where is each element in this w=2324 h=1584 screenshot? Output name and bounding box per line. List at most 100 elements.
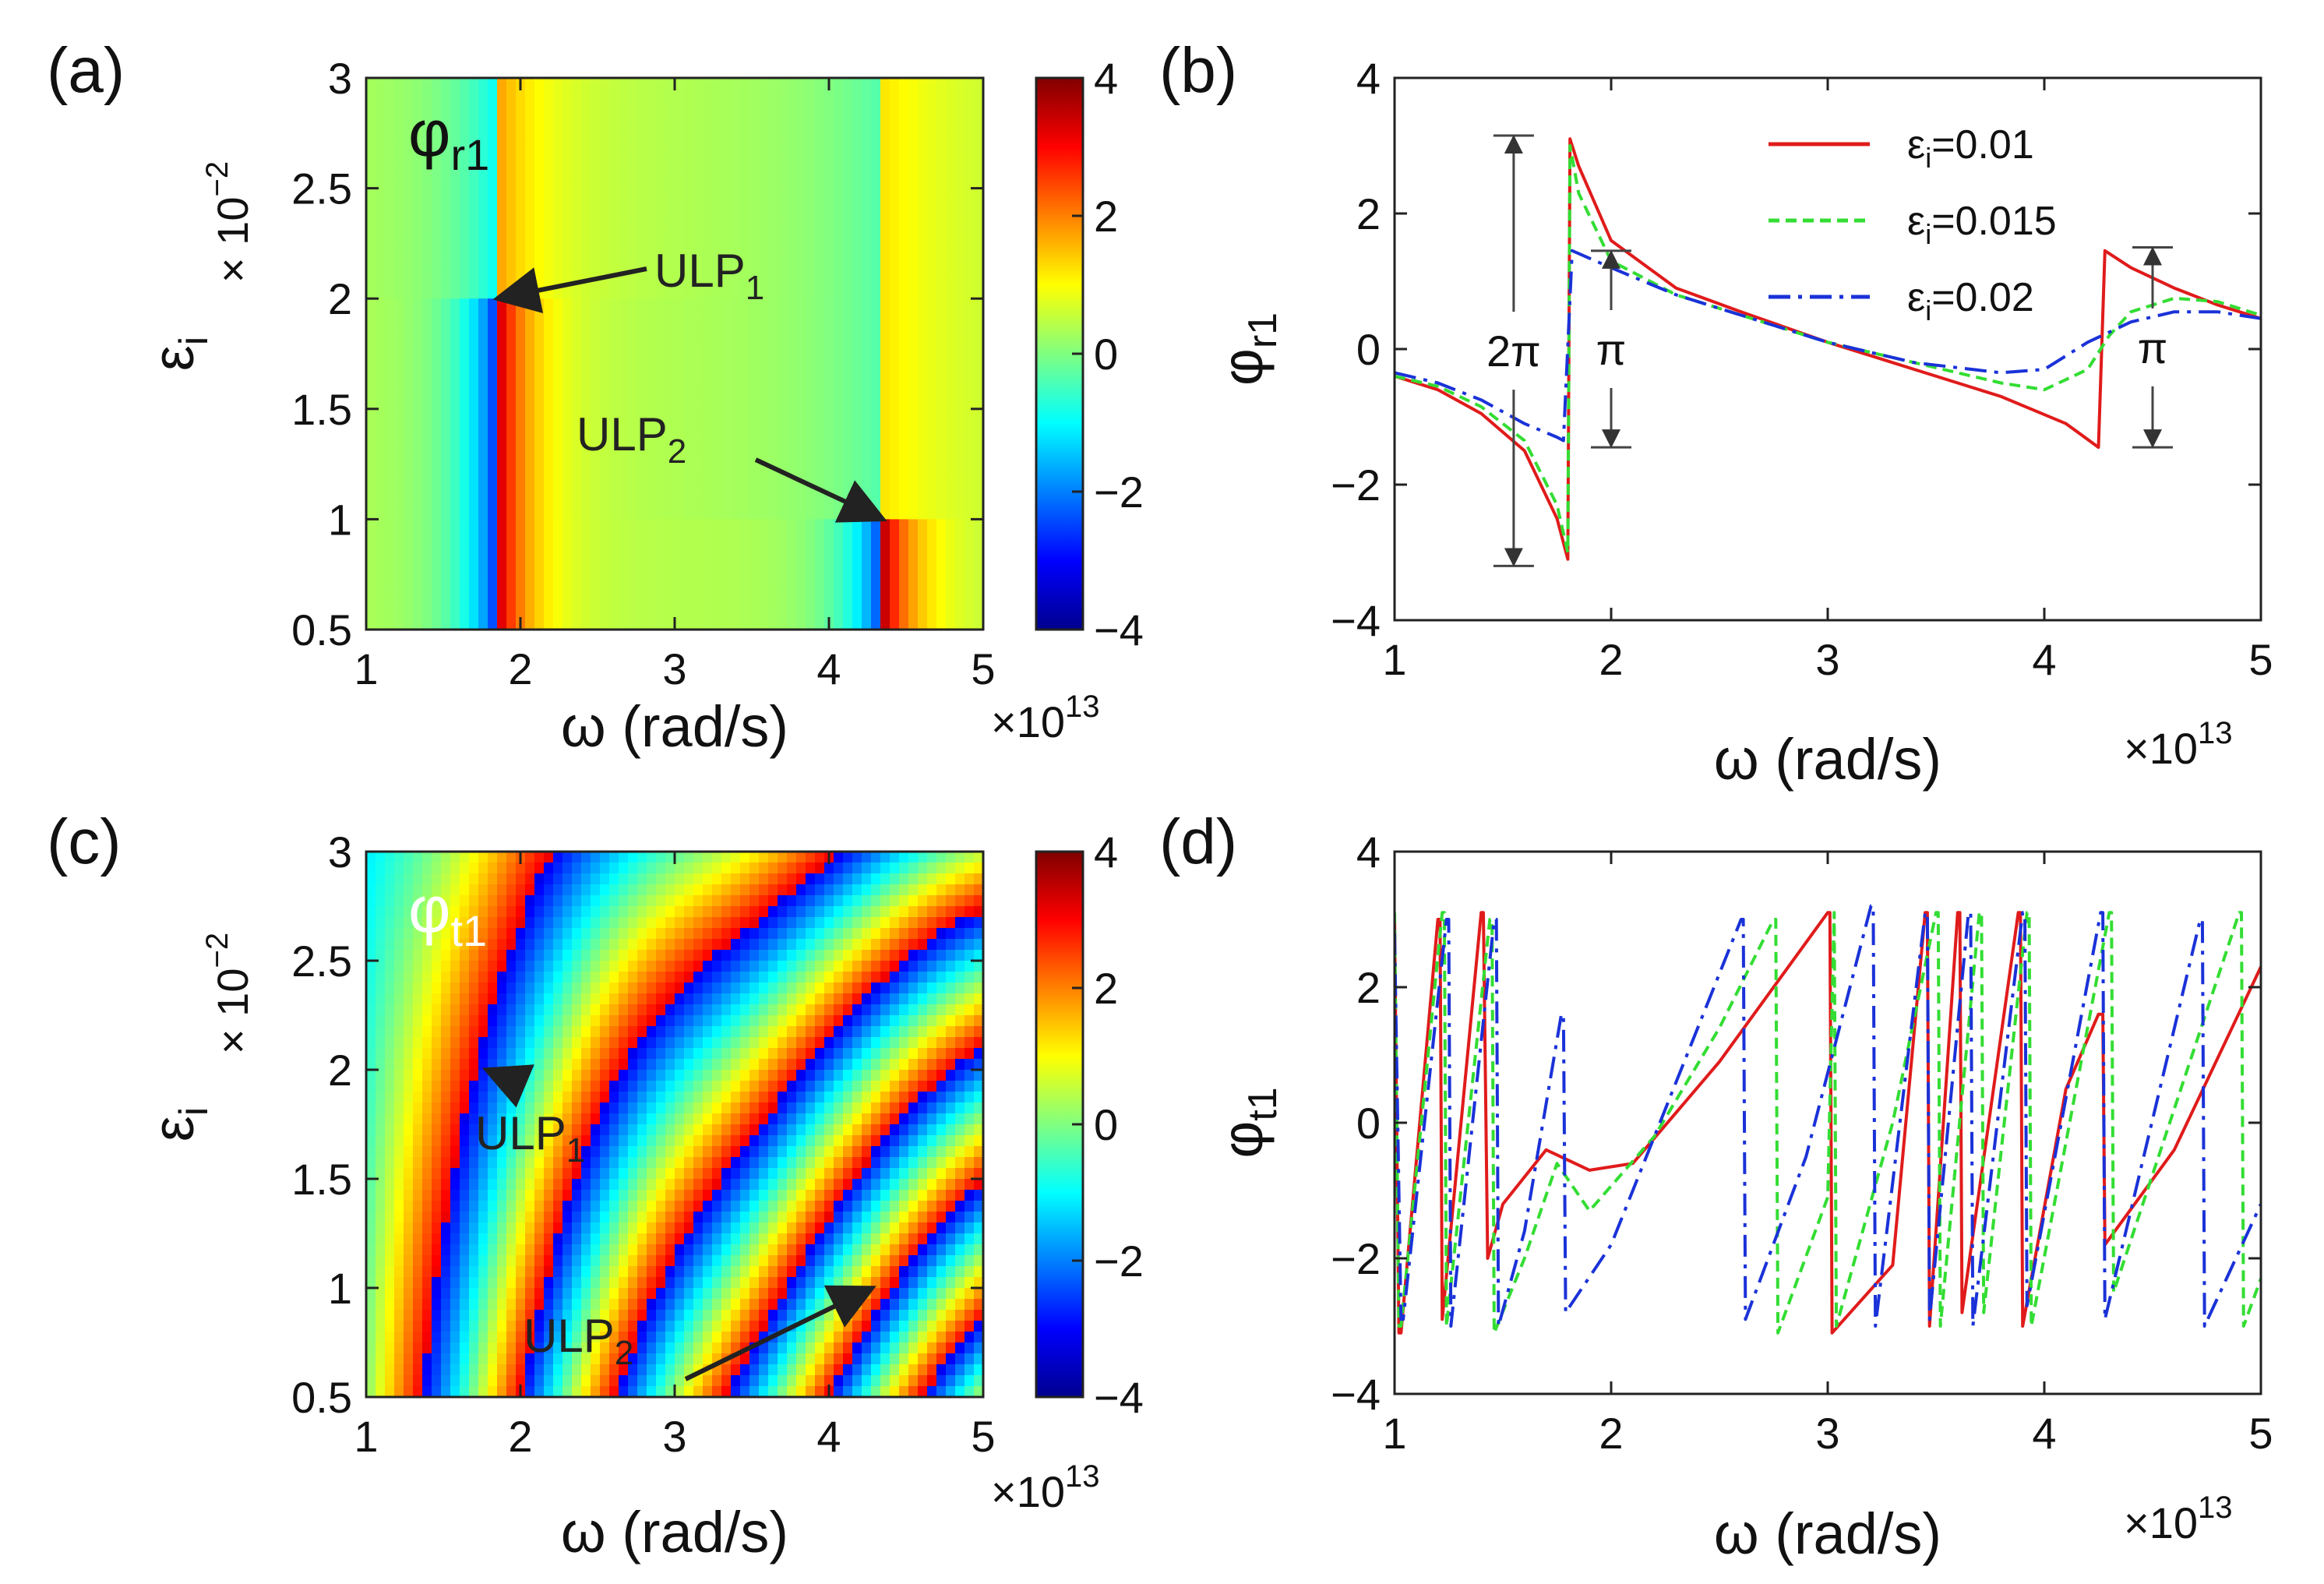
heatmap-cell-c-2-8 bbox=[385, 939, 395, 951]
heatmap-cell-a-7-31 bbox=[432, 419, 442, 432]
heatmap-cell-c-7-32 bbox=[432, 1201, 442, 1212]
heatmap-cell-a-53-6 bbox=[862, 143, 872, 156]
heatmap-cell-a-4-37 bbox=[404, 485, 414, 498]
heatmap-cell-c-6-37 bbox=[422, 1255, 432, 1267]
heatmap-cell-c-20-43 bbox=[553, 1321, 563, 1332]
heatmap-cell-a-53-24 bbox=[862, 342, 872, 355]
heatmap-cell-a-13-33 bbox=[488, 442, 498, 454]
heatmap-cell-a-11-25 bbox=[469, 354, 479, 365]
heatmap-cell-a-21-46 bbox=[562, 585, 573, 598]
heatmap-cell-a-16-4 bbox=[516, 122, 526, 134]
heatmap-cell-c-10-8 bbox=[460, 939, 470, 951]
heatmap-cell-c-10-33 bbox=[460, 1212, 470, 1223]
heatmap-cell-c-12-38 bbox=[478, 1266, 488, 1278]
heatmap-cell-c-12-33 bbox=[478, 1212, 488, 1223]
heatmap-cell-c-28-10 bbox=[628, 961, 638, 972]
heatmap-cell-c-19-20 bbox=[544, 1070, 554, 1081]
heatmap-cell-c-23-25 bbox=[581, 1124, 591, 1136]
heatmap-cell-c-29-46 bbox=[637, 1353, 647, 1365]
heatmap-cell-a-43-32 bbox=[768, 431, 778, 443]
heatmap-cell-c-15-26 bbox=[506, 1135, 517, 1147]
heatmap-cell-c-6-40 bbox=[422, 1288, 432, 1300]
heatmap-cell-c-2-2 bbox=[385, 873, 395, 885]
heatmap-cell-c-1-4 bbox=[376, 895, 386, 907]
heatmap-cell-c-29-22 bbox=[637, 1092, 647, 1103]
heatmap-cell-a-42-2 bbox=[759, 100, 769, 112]
heatmap-cell-a-43-3 bbox=[768, 111, 778, 123]
heatmap-cell-a-27-7 bbox=[619, 155, 629, 168]
heatmap-cell-a-36-4 bbox=[703, 122, 713, 134]
heatmap-cell-a-0-49 bbox=[366, 618, 376, 630]
heatmap-cell-a-60-39 bbox=[927, 508, 937, 520]
heatmap-cell-a-49-18 bbox=[824, 276, 834, 288]
heatmap-cell-a-15-42 bbox=[506, 541, 517, 553]
heatmap-cell-a-36-23 bbox=[703, 331, 713, 344]
heatmap-cell-c-26-2 bbox=[609, 873, 619, 885]
heatmap-cell-a-58-38 bbox=[908, 497, 919, 510]
heatmap-cell-c-24-7 bbox=[591, 928, 601, 940]
heatmap-cell-c-27-42 bbox=[619, 1310, 629, 1321]
heatmap-cell-a-5-27 bbox=[413, 376, 423, 388]
heatmap-cell-c-5-42 bbox=[413, 1310, 423, 1321]
heatmap-cell-a-10-26 bbox=[460, 365, 470, 377]
heatmap-cell-a-58-29 bbox=[908, 397, 919, 410]
heatmap-cell-a-32-37 bbox=[665, 485, 675, 498]
heatmap-cell-a-55-12 bbox=[880, 210, 890, 222]
heatmap-cell-a-39-5 bbox=[731, 132, 741, 145]
heatmap-cell-a-54-48 bbox=[871, 607, 881, 619]
heatmap-cell-c-8-45 bbox=[441, 1342, 451, 1354]
heatmap-cell-c-21-4 bbox=[562, 895, 573, 907]
heatmap-cell-a-45-44 bbox=[787, 563, 797, 575]
heatmap-cell-a-64-9 bbox=[965, 177, 975, 189]
heatmap-cell-a-60-24 bbox=[927, 342, 937, 355]
heatmap-cell-c-24-15 bbox=[591, 1015, 601, 1027]
heatmap-cell-c-23-16 bbox=[581, 1026, 591, 1038]
heatmap-cell-a-21-39 bbox=[562, 508, 573, 520]
heatmap-cell-a-52-36 bbox=[852, 474, 862, 487]
heatmap-cell-c-9-47 bbox=[450, 1364, 460, 1376]
heatmap-cell-c-8-29 bbox=[441, 1168, 451, 1180]
heatmap-cell-a-39-3 bbox=[731, 111, 741, 123]
heatmap-cell-a-34-1 bbox=[684, 89, 694, 101]
heatmap-cell-a-51-19 bbox=[843, 288, 853, 299]
heatmap-cell-c-26-24 bbox=[609, 1113, 619, 1125]
heatmap-cell-c-28-31 bbox=[628, 1190, 638, 1201]
heatmap-cell-c-13-1 bbox=[488, 863, 498, 874]
heatmap-cell-c-5-47 bbox=[413, 1364, 423, 1376]
heatmap-cell-a-22-46 bbox=[572, 585, 582, 598]
heatmap-cell-a-35-11 bbox=[693, 199, 704, 211]
heatmap-cell-a-5-31 bbox=[413, 419, 423, 432]
heatmap-cell-a-33-38 bbox=[675, 497, 685, 510]
heatmap-cell-a-25-30 bbox=[600, 408, 610, 421]
heatmap-cell-c-25-17 bbox=[600, 1037, 610, 1049]
heatmap-cell-a-16-6 bbox=[516, 143, 526, 156]
heatmap-cell-c-31-5 bbox=[656, 906, 666, 918]
heatmap-cell-c-20-13 bbox=[553, 993, 563, 1005]
heatmap-cell-a-48-11 bbox=[815, 199, 825, 211]
heatmap-cell-a-30-43 bbox=[647, 552, 657, 564]
heatmap-cell-a-59-23 bbox=[918, 331, 928, 344]
heatmap-cell-a-31-41 bbox=[656, 530, 666, 542]
heatmap-cell-c-12-4 bbox=[478, 895, 488, 907]
heatmap-cell-a-49-19 bbox=[824, 288, 834, 299]
heatmap-cell-a-53-43 bbox=[862, 552, 872, 564]
heatmap-cell-a-0-40 bbox=[366, 519, 376, 531]
heatmap-cell-c-19-7 bbox=[544, 928, 554, 940]
heatmap-cell-a-19-17 bbox=[544, 265, 554, 277]
heatmap-cell-a-0-23 bbox=[366, 331, 376, 344]
heatmap-cell-c-16-3 bbox=[516, 884, 526, 896]
heatmap-cell-c-23-19 bbox=[581, 1059, 591, 1071]
heatmap-cell-c-10-22 bbox=[460, 1092, 470, 1103]
heatmap-cell-c-15-36 bbox=[506, 1244, 517, 1256]
heatmap-cell-c-10-15 bbox=[460, 1015, 470, 1027]
heatmap-cell-c-1-7 bbox=[376, 928, 386, 940]
heatmap-cell-a-55-9 bbox=[880, 177, 890, 189]
heatmap-cell-c-18-16 bbox=[534, 1026, 545, 1038]
heatmap-cell-a-42-11 bbox=[759, 199, 769, 211]
heatmap-cell-c-23-48 bbox=[581, 1375, 591, 1387]
heatmap-cell-c-13-12 bbox=[488, 983, 498, 994]
heatmap-cell-a-38-20 bbox=[721, 298, 732, 311]
heatmap-cell-c-22-34 bbox=[572, 1222, 582, 1234]
heatmap-cell-a-34-14 bbox=[684, 232, 694, 245]
heatmap-cell-c-25-13 bbox=[600, 993, 610, 1005]
